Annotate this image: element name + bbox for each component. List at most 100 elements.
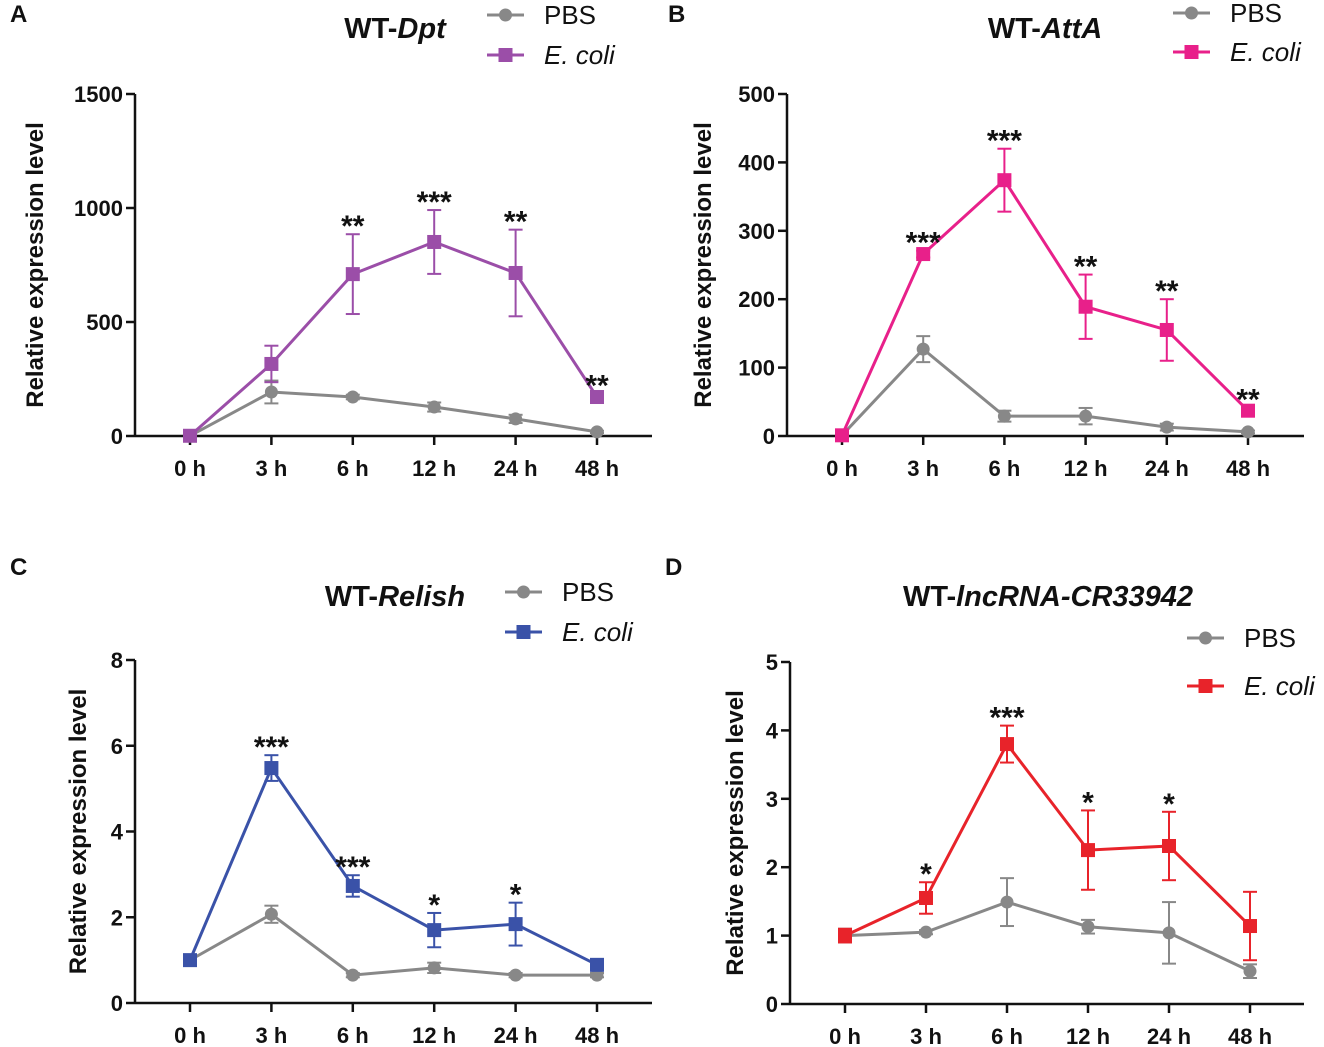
data-point [1000, 737, 1014, 752]
x-tick-label: 0 h [829, 1024, 861, 1047]
data-point [916, 247, 931, 262]
data-point [345, 878, 360, 893]
y-tick-label: 2 [111, 905, 123, 930]
legend-marker [517, 585, 530, 599]
data-point [427, 923, 442, 938]
data-point [1078, 299, 1093, 314]
data-point [590, 968, 604, 982]
data-point [264, 907, 278, 921]
series-e-coli [835, 147, 1255, 443]
x-tick-label: 3 h [256, 1023, 288, 1047]
series-line [840, 347, 1249, 437]
data-point [838, 928, 852, 943]
significance-label: *** [254, 731, 289, 764]
x-tick-label: 48 h [1228, 1024, 1272, 1047]
title-gene: AttA [1040, 13, 1102, 45]
y-tick-label: 500 [86, 310, 123, 335]
chart-title: WT-lncRNA-CR33942 [903, 581, 1193, 613]
y-axis-label: Relative expression level [690, 122, 717, 408]
y-tick-label: 6 [111, 734, 123, 759]
series-line [844, 900, 1251, 973]
x-tick-label: 12 h [412, 1023, 456, 1047]
data-point [427, 961, 441, 975]
data-point [427, 400, 441, 414]
panel-b: B WT-AttA 0 100 200 300 400 500 0 h 3 h 6 h 12 h 24 … [668, 0, 1304, 481]
significance-label: ** [1155, 275, 1179, 308]
significance-label: ** [1236, 383, 1260, 416]
x-tick-label: 0 h [174, 1023, 206, 1047]
y-tick-label: 200 [738, 287, 775, 312]
data-point [997, 173, 1012, 188]
title-prefix: WT- [988, 13, 1041, 45]
y-tick-label: 0 [763, 424, 775, 449]
y-tick-label: 8 [111, 648, 123, 673]
title-gene: lncRNA-CR33942 [956, 581, 1193, 613]
data-point [590, 425, 604, 439]
x-tick-label: 0 h [826, 456, 858, 481]
y-tick-label: 100 [738, 356, 775, 381]
data-point [1000, 895, 1014, 909]
legend-label: PBS [1230, 0, 1282, 28]
data-point [264, 385, 278, 399]
x-tick-label: 12 h [1066, 1024, 1110, 1047]
legend-marker [498, 48, 513, 62]
y-tick-label: 500 [738, 82, 775, 107]
y-tick-label: 4 [766, 718, 779, 743]
title-prefix: WT- [325, 581, 378, 613]
title-prefix: WT- [903, 581, 956, 613]
series-pbs [835, 335, 1255, 442]
data-point [590, 957, 604, 972]
data-point [590, 390, 604, 405]
x-tick-label: 6 h [337, 1023, 369, 1047]
significance-label: *** [417, 186, 452, 219]
chart-title: WT-Dpt [344, 13, 447, 45]
y-tick-label: 5 [766, 650, 778, 675]
title-prefix: WT- [344, 13, 397, 45]
y-tick-label: 0 [111, 424, 123, 449]
y-tick-label: 1000 [74, 196, 123, 221]
x-tick-label: 3 h [907, 456, 939, 481]
data-point [509, 968, 523, 982]
significance-label: *** [906, 227, 941, 260]
x-tick-label: 24 h [1147, 1024, 1191, 1047]
data-point [345, 267, 360, 282]
data-point [264, 761, 279, 776]
panel-a: A WT-Dpt 0 500 1000 1500 0 h 3 h 6 h 12 h 24 h 48 h… [10, 0, 652, 481]
data-point [1243, 919, 1257, 934]
legend-label: E. coli [544, 40, 616, 70]
data-point [346, 968, 360, 982]
series-line [188, 764, 598, 967]
panel-letter: D [665, 554, 682, 581]
series-line [844, 741, 1252, 937]
panel-letter: B [668, 1, 685, 28]
x-tick-label: 6 h [337, 456, 369, 481]
data-point [509, 412, 523, 426]
significance-label: ** [585, 370, 609, 403]
data-point [508, 917, 523, 932]
legend-marker [516, 625, 531, 639]
x-tick-label: 12 h [1064, 456, 1108, 481]
legend-label: PBS [544, 0, 596, 30]
data-point [1241, 425, 1255, 439]
y-tick-label: 1 [766, 924, 778, 949]
significance-label: * [920, 858, 932, 891]
x-tick-label: 24 h [494, 456, 538, 481]
x-tick-label: 48 h [1226, 456, 1270, 481]
data-point [1241, 403, 1255, 418]
y-tick-label: 0 [766, 992, 778, 1017]
legend-label: E. coli [562, 617, 634, 647]
significance-label: * [510, 879, 522, 912]
y-tick-label: 400 [738, 150, 775, 175]
data-point [183, 428, 197, 443]
x-tick-label: 6 h [989, 456, 1021, 481]
significance-label: * [428, 889, 440, 922]
chart-title: WT-Relish [325, 581, 465, 613]
significance-label: ** [1074, 251, 1098, 284]
panel-c: C WT-Relish 0 2 4 6 8 0 h 3 h 6 h 12 h 24 h 48 h Rela… [10, 554, 652, 1047]
x-tick-label: 3 h [910, 1024, 942, 1047]
legend-marker [1198, 679, 1213, 693]
panel-d: D WT-lncRNA-CR33942 0 1 2 3 4 5 0 h 3 h 6 h 12 h 24 … [665, 554, 1316, 1047]
x-tick-label: 6 h [991, 1024, 1023, 1047]
data-point [916, 342, 930, 356]
